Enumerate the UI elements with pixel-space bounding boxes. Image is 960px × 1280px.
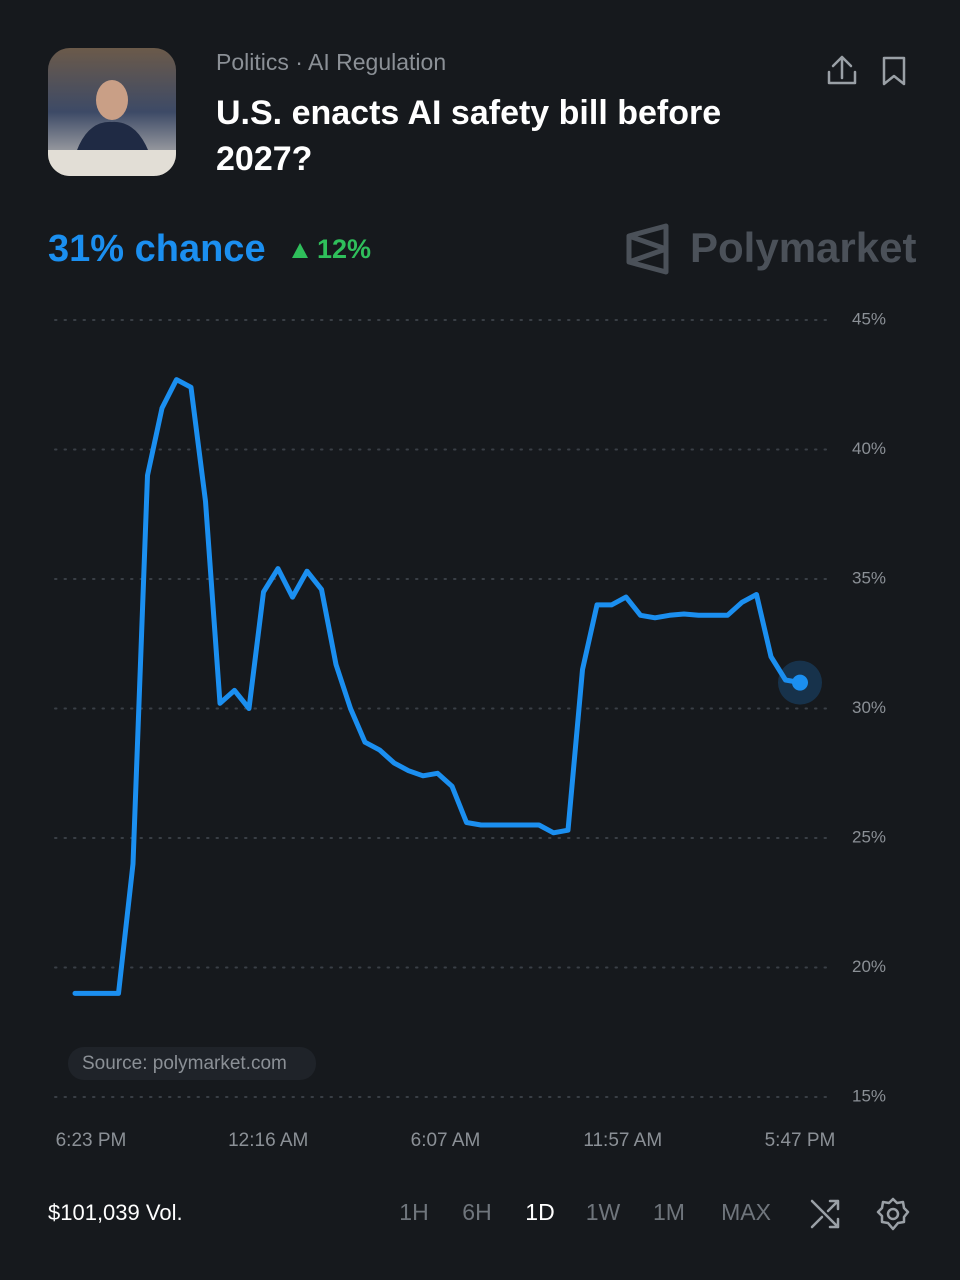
x-tick-label: 6:23 PM [56, 1130, 127, 1151]
y-tick-label: 40% [852, 439, 886, 458]
bookmark-button[interactable] [882, 56, 906, 86]
source-text: Source: polymarket.com [82, 1053, 287, 1074]
y-tick-label: 35% [852, 568, 886, 587]
y-tick-label: 20% [852, 957, 886, 976]
source-badge [68, 1047, 316, 1080]
market-image [48, 48, 176, 176]
x-tick-label: 11:57 AM [583, 1130, 662, 1151]
y-tick-label: 15% [852, 1086, 886, 1105]
x-tick-label: 12:16 AM [228, 1130, 308, 1151]
current-dot [792, 674, 808, 691]
shuffle-button[interactable] [810, 1199, 840, 1229]
range-button[interactable]: 1H [399, 1199, 428, 1225]
current-chance: 31% chance [48, 228, 266, 270]
range-button[interactable]: 1W [586, 1199, 621, 1225]
range-button[interactable]: 1D [525, 1199, 554, 1225]
range-button[interactable]: 1M [653, 1199, 685, 1225]
change-arrow [292, 243, 308, 258]
market-category: Politics · AI Regulation [216, 49, 446, 75]
brand-name: Polymarket [690, 224, 916, 271]
price-line [72, 377, 803, 996]
range-button[interactable]: MAX [721, 1199, 771, 1225]
x-tick-label: 5:47 PM [765, 1130, 836, 1151]
y-tick-label: 30% [852, 698, 886, 717]
change-value: 12% [317, 234, 371, 264]
y-tick-label: 45% [852, 309, 886, 328]
range-button[interactable]: 6H [462, 1199, 491, 1225]
brand-logo [626, 223, 669, 275]
volume: $101,039 Vol. [48, 1200, 183, 1225]
x-tick-label: 6:07 AM [411, 1130, 481, 1151]
share-button[interactable] [827, 55, 857, 85]
market-title: U.S. enacts AI safety bill before 2027? [216, 94, 722, 178]
settings-button[interactable] [876, 1197, 910, 1231]
y-tick-label: 25% [852, 827, 886, 846]
